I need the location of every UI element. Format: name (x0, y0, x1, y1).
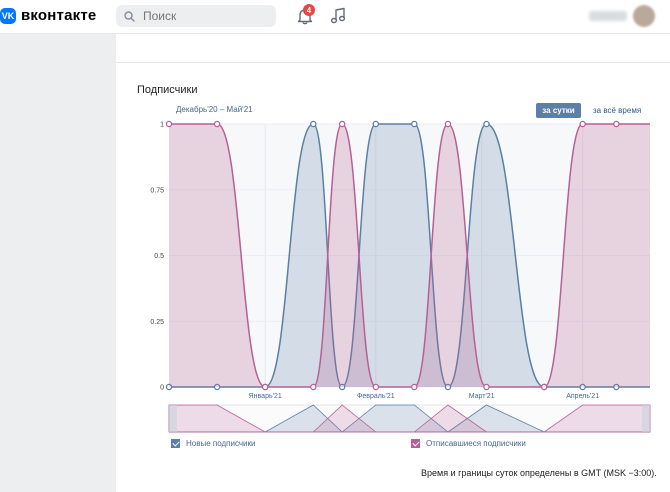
y-tick-label: 0.5 (154, 253, 164, 260)
legend-checkbox-unsubscribed[interactable] (411, 439, 420, 448)
data-point (165, 383, 173, 391)
profile-name-blurred[interactable] (589, 11, 627, 21)
data-point (165, 120, 173, 128)
legend-label-unsubscribed: Отписавшиеся подписчики (426, 439, 526, 448)
date-range-label: Декабрь'20 – Май'21 (176, 105, 253, 114)
data-point (310, 120, 317, 128)
data-point (338, 383, 346, 391)
range-navigator (168, 404, 651, 433)
y-tick-label: 0 (160, 385, 164, 392)
timezone-footnote: Время и границы суток определены в GMT (… (421, 468, 657, 478)
y-tick-label: 1 (160, 122, 164, 129)
navigator-handle-left (169, 405, 177, 432)
data-point (338, 120, 346, 128)
data-point (213, 120, 221, 128)
vk-logo[interactable]: VK вконтакте (0, 7, 96, 24)
x-month-label: Февраль'21 (357, 393, 395, 400)
avatar[interactable] (633, 5, 655, 27)
section-title: Подписчики (137, 84, 198, 96)
data-point (483, 120, 490, 128)
x-month-label: Март'21 (469, 393, 495, 400)
vk-logo-icon: VK (0, 7, 16, 24)
legend-unsubscribed[interactable]: Отписавшиеся подписчики (411, 439, 526, 448)
notifications-count-badge: 4 (303, 4, 315, 16)
data-point (411, 383, 418, 391)
series-area-0 (169, 124, 650, 387)
search-input[interactable] (141, 8, 265, 24)
data-point (579, 120, 586, 128)
legend-checkbox-new[interactable] (171, 439, 180, 448)
series-line-0 (168, 123, 650, 388)
search-icon (124, 10, 135, 22)
y-tick-label: 0.75 (150, 187, 164, 194)
legend-label-new: Новые подписчики (186, 439, 256, 448)
x-month-label: Апрель'21 (566, 393, 599, 400)
x-month-label: Январь'21 (249, 393, 282, 400)
y-tick-label: 0.25 (150, 319, 164, 326)
tab-per-day[interactable]: за сутки (536, 103, 581, 118)
data-point (372, 383, 380, 391)
top-header: VK вконтакте 4 (0, 0, 670, 34)
data-point (483, 383, 490, 391)
navigator-handle-right (642, 405, 650, 432)
data-point (444, 120, 452, 128)
data-point (372, 120, 380, 128)
data-point (310, 383, 317, 391)
data-point (540, 383, 548, 391)
search-box[interactable] (116, 5, 276, 27)
data-point (444, 383, 452, 391)
data-point (613, 120, 620, 128)
data-point (613, 383, 620, 391)
logo-text: вконтакте (21, 7, 97, 24)
data-point (579, 383, 586, 391)
data-point (261, 383, 269, 391)
data-point (213, 383, 221, 391)
series-area-1 (169, 124, 650, 387)
panel-divider (116, 62, 670, 63)
legend-new-subscribers[interactable]: Новые подписчики (171, 439, 256, 448)
data-point (411, 120, 418, 128)
music-icon[interactable] (330, 7, 346, 25)
tab-all-time[interactable]: за всё время (593, 106, 642, 115)
